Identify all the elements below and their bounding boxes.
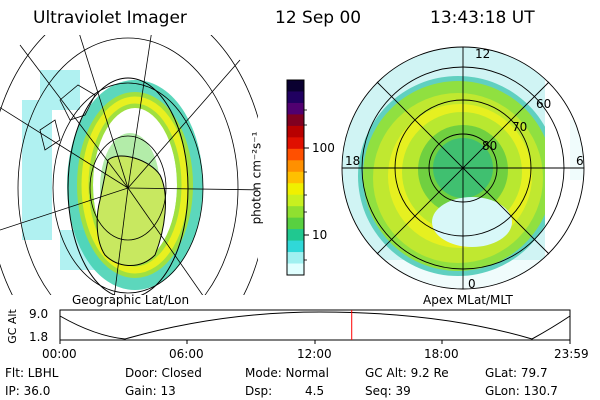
ip-info: IP: 36.0 [5,384,51,398]
gc-alt-info: GC Alt: 9.2 Re [365,366,449,380]
glon-info: GLon: 130.7 [485,384,558,398]
altitude-plot [59,309,571,344]
colorbar-segment [287,194,304,207]
instrument-title: Ultraviolet Imager [33,8,187,28]
colorbar-segment [287,252,304,265]
lat-label-60: 60 [536,97,552,111]
glat-info: GLat: 79.7 [485,366,548,380]
time-tick-2359: 23:59 [554,347,589,361]
dsp-label: Dsp: [245,384,273,398]
colorbar-unit-label: photon cm⁻²s⁻¹ [249,131,264,225]
colorbar-segment [287,160,304,173]
polar-plot [341,46,585,290]
colorbar-segment [287,102,304,115]
date-label: 12 Sep 00 [275,8,362,28]
colorbar-segment [287,137,304,150]
altitude-ytick-max: 9.0 [29,307,49,321]
time-tick-1800: 18:00 [424,347,459,361]
colorbar-segment [287,263,304,276]
right-panel-caption: Apex MLat/MLT [423,293,513,307]
time-tick-0600: 06:00 [169,347,204,361]
colorbar-segment [287,206,304,219]
mlt-label-6: 6 [576,154,584,168]
colorbar-segment [287,229,304,242]
colorbar-segment [287,80,304,92]
time-tick-1200: 12:00 [297,347,332,361]
colorbar-segment [287,183,304,196]
mlt-label-12: 12 [475,47,491,61]
colorbar-segment [287,91,304,104]
mlt-label-0: 0 [468,277,476,291]
lat-label-80: 80 [482,139,498,153]
colorbar-segment [287,148,304,161]
mode-info: Mode: Normal [245,366,329,380]
filter-info: Flt: LBHL [5,366,59,380]
colorbar-segment [287,217,304,230]
door-info: Door: Closed [125,366,202,380]
altitude-ylabel: GC Alt [5,309,19,344]
lat-label-70: 70 [512,120,528,134]
geographic-image [0,35,258,295]
time-label: 13:43:18 UT [430,8,535,28]
dsp-value: 4.5 [305,384,325,398]
colorbar-segment [287,240,304,253]
mlt-label-18: 18 [345,154,361,168]
time-tick-0000: 00:00 [42,347,77,361]
colorbar-tick-10: 10 [312,228,328,242]
gain-info: Gain: 13 [125,384,176,398]
colorbar-segment [287,125,304,138]
colorbar-segment [287,114,304,127]
colorbar [286,79,309,276]
colorbar-tick-100: 100 [312,141,335,155]
colorbar-segment [287,171,304,184]
altitude-ytick-min: 1.8 [29,330,49,344]
left-panel-caption: Geographic Lat/Lon [72,293,190,307]
seq-info: Seq: 39 [365,384,411,398]
